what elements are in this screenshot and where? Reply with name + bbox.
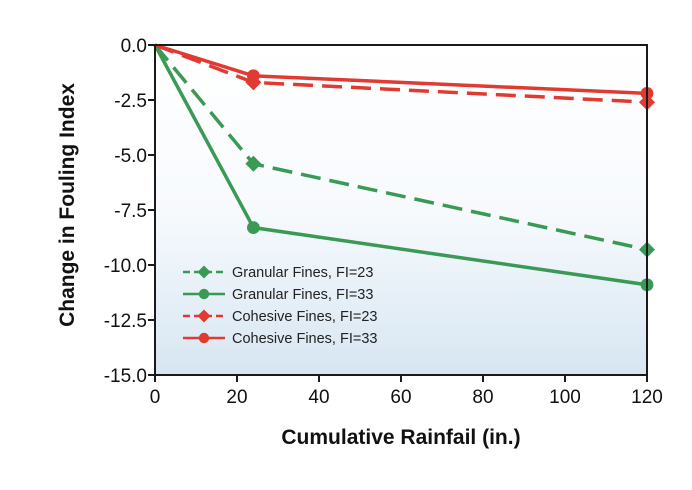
- legend-item: Granular Fines, FI=23: [183, 265, 373, 281]
- legend-swatch-marker: [197, 309, 211, 323]
- legend: Granular Fines, FI=23 Granular Fines, FI=…: [183, 265, 377, 347]
- y-tick-label: -7.5: [114, 201, 147, 222]
- y-axis-title: Change in Fouling Index: [56, 83, 79, 327]
- x-tick-label: 80: [472, 387, 493, 408]
- x-tick-label: 40: [308, 387, 329, 408]
- x-axis-title: Cumulative Rainfail (in.): [281, 426, 520, 449]
- legend-item: Cohesive Fines, FI=23: [183, 309, 377, 325]
- data-point: [247, 69, 260, 83]
- y-tick-label: -12.5: [104, 311, 147, 332]
- legend-swatch-marker: [197, 265, 211, 279]
- legend-label: Cohesive Fines, FI=23: [232, 309, 377, 325]
- legend-item: Cohesive Fines, FI=33: [183, 331, 377, 347]
- x-tick-label: 0: [150, 387, 161, 408]
- plot-area: [155, 45, 647, 375]
- legend-label: Cohesive Fines, FI=33: [232, 331, 377, 347]
- x-tick-label: 60: [390, 387, 411, 408]
- y-tick-label: -10.0: [104, 256, 147, 277]
- legend-label: Granular Fines, FI=33: [232, 287, 373, 303]
- y-tick-label: 0.0: [121, 36, 147, 57]
- y-tick-label: -5.0: [114, 146, 147, 167]
- x-tick-label: 120: [631, 387, 663, 408]
- y-tick-label: -2.5: [114, 91, 147, 112]
- data-point: [247, 221, 260, 235]
- x-tick-label: 100: [549, 387, 581, 408]
- series-2: [153, 44, 654, 292]
- data-point: [245, 155, 262, 172]
- legend-swatch-marker: [198, 332, 210, 344]
- ticks-layer: 0 20 40 60 80 100 120 0.0 -2.5 -5.0 -7.5 -10.0 -12.5…: [104, 36, 663, 408]
- x-tick-label: 20: [226, 387, 247, 408]
- legend-label: Granular Fines, FI=23: [232, 265, 373, 281]
- legend-item: Granular Fines, FI=33: [183, 287, 373, 303]
- y-tick-label: -15.0: [104, 366, 147, 387]
- legend-swatch-marker: [198, 288, 210, 300]
